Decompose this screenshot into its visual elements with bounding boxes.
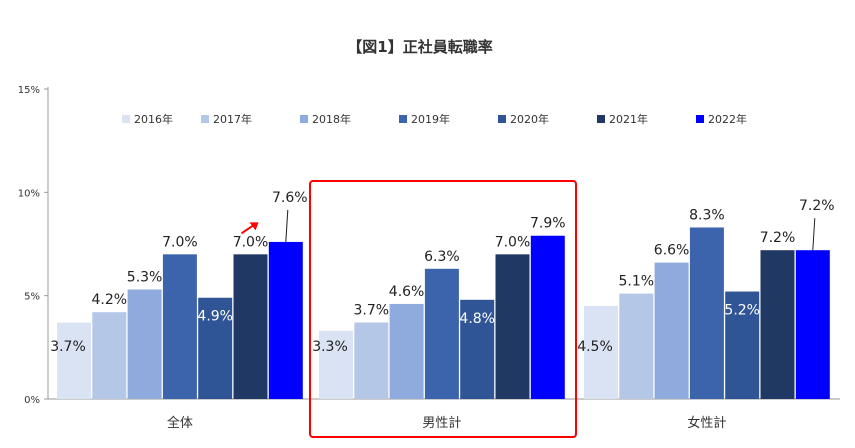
data-label: 4.2% [92,292,128,308]
y-tick-label: 0% [24,395,40,406]
data-label: 7.0% [233,234,269,250]
bar [198,297,233,399]
bar [725,291,760,399]
data-label: 7.0% [162,234,198,250]
bar [584,306,618,399]
bar [127,289,162,399]
legend-swatch [399,115,407,123]
data-label: 8.3% [689,207,725,223]
bar [760,250,795,399]
bar [495,254,530,399]
category-label: 女性計 [687,415,726,431]
legend-swatch [696,115,704,123]
bars [57,227,830,399]
data-label: 4.8% [459,311,495,327]
highlight-box [309,180,577,438]
data-label: 3.7% [354,303,390,319]
bar [233,254,268,399]
category-labels: 全体 男性計 女性計 [167,415,727,431]
legend-label: 2017年 [213,112,252,126]
data-label: 6.3% [424,249,460,265]
arrow-head-icon [249,222,259,231]
value-labels: 3.7% 4.2% 5.3% 7.0% 4.9% 7.0% 7.6% 3.3% 3.7% 4.6%… [50,190,834,355]
bar [530,235,565,399]
data-label: 3.7% [50,339,86,355]
bar [354,322,389,399]
data-label: 4.6% [389,284,425,300]
data-label: 6.6% [654,243,690,259]
legend-label: 2021年 [609,112,648,126]
category-label: 全体 [167,415,193,431]
y-tick-label: 5% [24,292,40,303]
data-label: 7.6% [272,190,308,206]
data-label: 7.2% [799,198,835,214]
leader-line [812,218,816,251]
legend-swatch [201,115,209,123]
legend-label: 2022年 [708,112,747,126]
bar [268,241,303,399]
legend-swatch [597,115,605,123]
legend-label: 2018年 [312,112,351,126]
data-label: 7.9% [530,216,566,232]
bar [689,227,724,399]
legend-label: 2016年 [134,112,173,126]
category-label: 男性計 [422,415,461,431]
legend: 2016年 2017年 2018年 2019年 2020年 2021年 2022年 [122,112,747,126]
y-tick-label: 10% [18,188,40,199]
data-label: 7.2% [760,230,796,246]
y-tick-label: 15% [18,85,40,96]
bar [319,330,353,399]
annotations [240,180,816,438]
legend-label: 2019年 [411,112,450,126]
legend-swatch [300,115,308,123]
bar [795,250,830,399]
bar [424,268,459,399]
bar [619,293,654,399]
bar [389,303,424,399]
chart-title: 【図1】正社員転職率 [347,38,492,56]
data-label: 5.2% [724,303,760,319]
bar [654,262,689,399]
data-label: 3.3% [312,339,348,355]
arrow-icon [240,224,255,235]
legend-swatch [498,115,506,123]
data-label: 7.0% [495,234,531,250]
bar [92,312,127,399]
data-label: 5.3% [127,269,163,285]
legend-swatch [122,115,130,123]
leader-line [285,209,289,242]
data-label: 4.9% [197,309,233,325]
data-label: 5.1% [619,274,655,290]
bar [460,299,495,399]
data-label: 4.5% [577,339,613,355]
legend-label: 2020年 [510,112,549,126]
bar [57,322,91,399]
bar [162,254,197,399]
